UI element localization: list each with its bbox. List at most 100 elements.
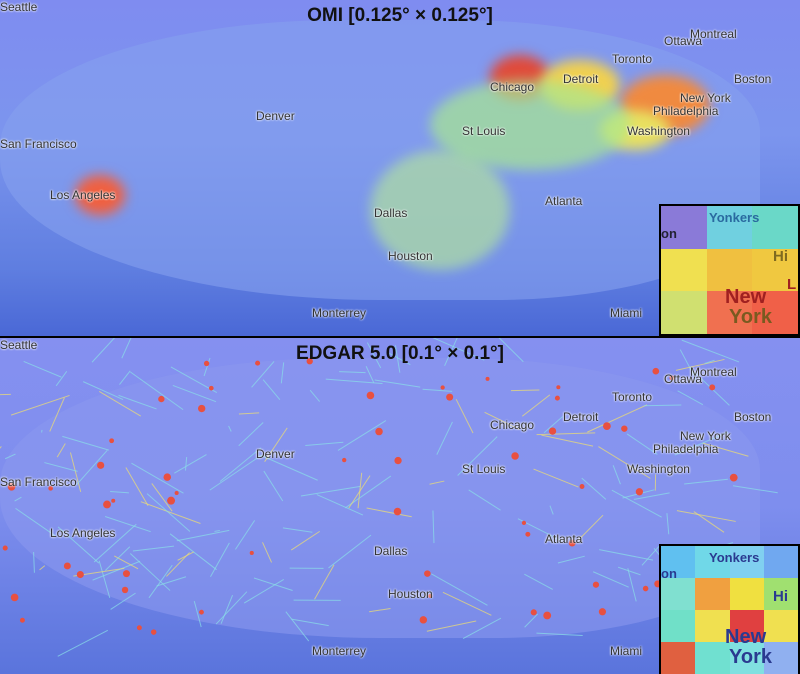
emission-hotspot: [342, 458, 346, 462]
emission-hotspot: [123, 570, 130, 577]
inset-place-label: on: [661, 226, 677, 241]
road-segment: [667, 513, 669, 534]
city-label: Los Angeles: [50, 188, 115, 202]
road-segment: [57, 443, 65, 457]
city-label: Toronto: [612, 390, 652, 404]
inset-grid-cell: [730, 578, 764, 610]
city-label: Washington: [627, 124, 690, 138]
road-segment: [111, 593, 136, 609]
emission-hotspot: [556, 385, 560, 389]
city-label: Denver: [256, 109, 295, 123]
road-segment: [437, 422, 453, 455]
emission-hotspot: [64, 562, 71, 569]
emission-hotspot: [151, 629, 156, 634]
emission-hotspot: [522, 521, 526, 525]
road-segment: [239, 422, 263, 445]
emission-hotspot: [599, 608, 606, 615]
road-segment: [550, 506, 553, 515]
road-segment: [263, 380, 280, 400]
road-segment: [229, 426, 232, 432]
city-label: Miami: [610, 306, 642, 320]
road-segment: [644, 405, 682, 406]
emission-hotspot: [158, 396, 164, 402]
road-segment: [522, 395, 550, 416]
city-label: Chicago: [490, 418, 534, 432]
road-segment: [130, 554, 170, 591]
road-segment: [463, 618, 501, 638]
road-segment: [291, 531, 319, 550]
road-segment: [524, 574, 552, 589]
inset-grid-cell: [661, 291, 707, 334]
emission-hotspot: [137, 625, 142, 630]
road-segment: [642, 546, 659, 565]
road-segment: [684, 479, 728, 484]
road-segment: [99, 391, 140, 416]
city-label: San Francisco: [0, 475, 77, 489]
road-segment: [283, 528, 312, 532]
emission-hotspot: [97, 462, 104, 469]
road-segment: [185, 457, 186, 471]
inset-place-label: York: [729, 646, 772, 669]
road-segment: [40, 566, 45, 570]
emission-hotspot: [375, 428, 383, 436]
inset-place-label: on: [661, 566, 677, 581]
road-segment: [220, 448, 261, 482]
emission-hotspot: [109, 438, 114, 443]
road-segment: [210, 456, 260, 490]
city-label: Monterrey: [312, 644, 366, 658]
road-segment: [613, 465, 620, 484]
emission-hotspot: [709, 384, 715, 390]
emission-hotspot: [3, 546, 8, 551]
emission-hotspot: [636, 488, 643, 495]
road-segment: [511, 390, 539, 391]
emission-hotspot: [511, 452, 519, 460]
emission-hotspot: [394, 457, 401, 464]
inset-place-label: Yonkers: [709, 210, 759, 225]
road-segment: [326, 379, 383, 383]
city-label: St Louis: [462, 462, 505, 476]
city-label: Ottawa: [664, 34, 702, 48]
emission-hotspot: [555, 396, 560, 401]
city-label: Dallas: [374, 206, 407, 220]
road-segment: [430, 481, 445, 484]
emission-hotspot: [394, 508, 402, 516]
road-segment: [210, 543, 229, 577]
road-segment: [536, 633, 582, 635]
inset-place-label: Yonkers: [709, 550, 759, 565]
road-segment: [558, 556, 585, 563]
road-segment: [286, 612, 309, 641]
inset-grid-cell: [764, 546, 798, 578]
road-segment: [469, 490, 501, 510]
city-label: Houston: [388, 249, 433, 263]
emission-hotspot: [420, 616, 427, 623]
city-label: New York: [680, 91, 731, 105]
road-segment: [599, 550, 653, 560]
road-segment: [423, 389, 453, 391]
road-segment: [358, 473, 362, 508]
emission-hotspot: [163, 473, 171, 481]
road-segment: [15, 497, 22, 501]
inset-place-label: York: [729, 306, 772, 329]
road-segment: [44, 463, 77, 472]
city-label: Atlanta: [545, 532, 582, 546]
city-label: St Louis: [462, 124, 505, 138]
road-segment: [367, 508, 412, 517]
city-label: Atlanta: [545, 194, 582, 208]
road-segment: [178, 552, 194, 560]
road-segment: [133, 546, 174, 551]
road-segment: [110, 491, 129, 492]
emission-hotspot: [11, 594, 19, 602]
city-label: New York: [680, 429, 731, 443]
road-segment: [174, 455, 206, 474]
emission-hotspot: [652, 368, 659, 375]
city-label: Dallas: [374, 544, 407, 558]
city-label: Seattle: [0, 0, 37, 14]
road-segment: [235, 520, 254, 549]
city-label: Ottawa: [664, 372, 702, 386]
road-segment: [130, 372, 183, 410]
road-segment: [34, 552, 35, 573]
city-label: Chicago: [490, 80, 534, 94]
emission-hotspot: [580, 484, 585, 489]
panel-title: EDGAR 5.0 [0.1° × 0.1°]: [0, 343, 800, 365]
